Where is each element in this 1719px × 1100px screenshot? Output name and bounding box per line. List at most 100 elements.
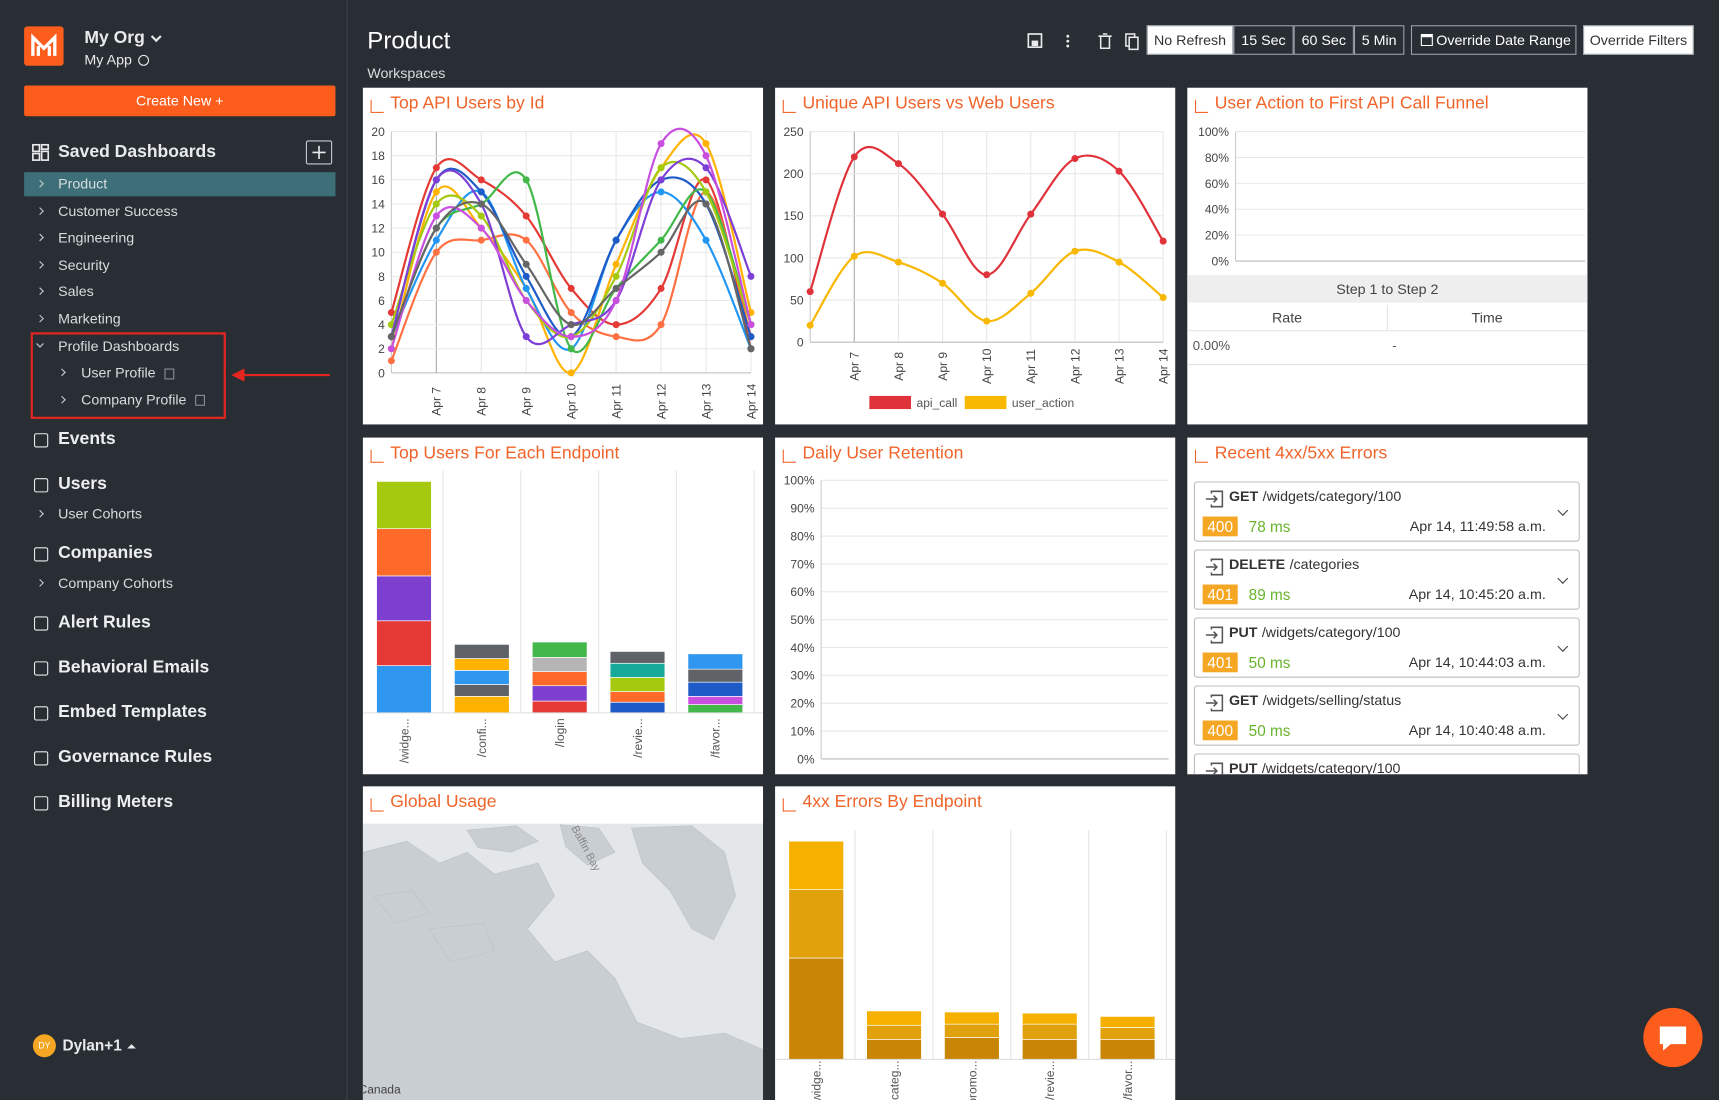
error-item[interactable]: DELETE/categories 401 89 ms Apr 14, 10:45:2… [1193,549,1580,610]
widget-title[interactable]: Top API Users by Id [390,94,545,113]
widget-title[interactable]: Global Usage [390,792,497,812]
funnel-caption: Step 1 to Step 2 [1187,275,1588,303]
x-tick-label: Apr 10 [565,383,579,419]
refresh-option[interactable]: 60 Sec [1293,25,1354,55]
line-point [612,296,620,305]
dashboard-item[interactable]: Security [58,256,110,273]
widget-title[interactable]: Daily User Retention [802,444,964,463]
line-point [702,236,710,244]
profile-dashboard-item[interactable]: Company Profile [81,391,206,408]
y-tick-label: 80% [790,529,814,543]
chat-button[interactable] [1643,1007,1703,1068]
dashboard-group[interactable]: Profile Dashboards [58,337,180,354]
endpoint-path: /widgets/category/100 [1262,488,1402,505]
widget-title[interactable]: Unique API Users vs Web Users [802,94,1055,113]
app-name[interactable]: My App [84,51,132,68]
endpoint-path: /widgets/category/100 [1261,760,1401,775]
widget-title[interactable]: Recent 4xx/5xx Errors [1214,444,1388,463]
create-button[interactable]: Create New + [24,85,336,117]
widget-title[interactable]: User Action to First API Call Funnel [1214,94,1489,113]
org-name[interactable]: My Org [84,28,145,48]
highlight-box [30,332,226,419]
error-item[interactable]: GET/widgets/selling/status 400 50 ms Apr 14… [1193,685,1580,746]
widget-panel: Top Users For Each Endpoint/widge... /con… [362,437,764,775]
widget-title[interactable]: Top Users For Each Endpoint [390,444,620,463]
widget-title[interactable]: 4xx Errors By Endpoint [802,792,982,812]
expand-chevron[interactable] [1557,709,1569,720]
logo[interactable] [24,26,64,66]
line-point [1027,289,1035,297]
y-tick-label: 10 [371,246,385,260]
nav-item[interactable]: Alert Rules [58,613,151,632]
nav-child[interactable]: User Cohorts [58,505,143,523]
line-point [567,345,575,353]
widget-panel: 4xx Errors By Endpoint/widge... /categ...… [775,786,1176,1100]
nav-item[interactable]: Behavioral Emails [58,658,210,677]
error-item[interactable]: GET/widgets/category/100 400 78 ms Apr 14, … [1193,481,1580,542]
nav-item[interactable]: Companies [58,543,153,563]
line-point [612,284,620,292]
dashboard-item[interactable]: Sales [58,283,94,300]
line-point [1071,155,1079,163]
save-icon[interactable] [1027,33,1043,48]
nav-item[interactable]: Users [58,474,107,494]
widget-panel: User Action to First API Call Funnel 0% 20… [1187,87,1588,425]
line-point [522,272,530,280]
dashboard-item[interactable]: Marketing [58,310,121,327]
bar-segment [1021,1039,1078,1060]
dashboard-item[interactable]: Product [58,175,108,192]
header-button[interactable]: Override Filters [1583,25,1694,55]
widget-chart: 0% 20% 40% 60% 80% 100% [1198,125,1586,268]
nav-item[interactable]: Embed Templates [58,702,207,722]
dashboard-item[interactable]: Customer Success [58,202,178,219]
nav-item[interactable]: Billing Meters [58,792,174,812]
refresh-option[interactable]: 15 Sec [1233,25,1294,55]
line-point [894,258,902,266]
add-dashboard-button[interactable] [305,140,333,165]
y-tick-label: 14 [371,197,385,211]
y-tick-label: 60% [790,585,814,599]
nav-item[interactable]: Events [58,429,116,449]
error-item[interactable]: PUT/widgets/category/100 [1193,753,1580,775]
line-series [390,133,753,374]
profile-dashboard-item[interactable]: User Profile [81,364,175,381]
x-tick-label: Apr 9 [520,387,534,416]
refresh-option[interactable]: No Refresh [1146,25,1234,55]
map-land [559,824,616,866]
refresh-option[interactable]: 5 Min [1353,25,1405,55]
widget-chart: /widge... /categ... /promo... /revie... /fav… [775,830,1176,1100]
bar-segment [866,1039,922,1060]
sidebar-divider [346,0,348,1100]
toolbar-icons[interactable] [1026,32,1147,52]
http-method: PUT [1228,760,1258,775]
line-point [1027,210,1035,218]
dashboard-item[interactable]: Engineering [58,229,135,246]
org-caret[interactable] [150,31,162,43]
legend-label: api_call [917,396,958,410]
nav-icon [33,751,49,766]
line-point [702,200,710,208]
y-tick-label: 90% [790,502,814,516]
expand-chevron[interactable] [1557,505,1569,516]
expand-chevron[interactable] [1557,641,1569,652]
nav-icon [33,706,49,721]
user-avatar[interactable]: DY [32,1034,56,1058]
nav-child[interactable]: Company Cohorts [58,574,173,592]
error-item[interactable]: PUT/widgets/category/100 401 50 ms Apr 14, … [1193,617,1580,678]
line-point [702,140,710,148]
header-button[interactable]: Override Date Range [1410,25,1577,55]
request-icon [1205,694,1224,712]
user-name[interactable]: Dylan+1 [62,1036,122,1054]
user-caret [127,1044,136,1049]
nav-item[interactable]: Governance Rules [58,747,213,767]
expand-chevron[interactable] [1557,573,1569,584]
y-tick-label: 30% [790,669,814,683]
x-tick-label: /promo... [965,1061,979,1100]
bar-segment [944,1023,1000,1038]
latency: 50 ms [1248,721,1291,740]
delete-icon[interactable] [1098,33,1112,50]
line-point [657,236,665,244]
y-tick-label: 20% [1205,229,1229,243]
request-line: GET/widgets/selling/status [1229,692,1401,708]
map-land [631,825,736,941]
